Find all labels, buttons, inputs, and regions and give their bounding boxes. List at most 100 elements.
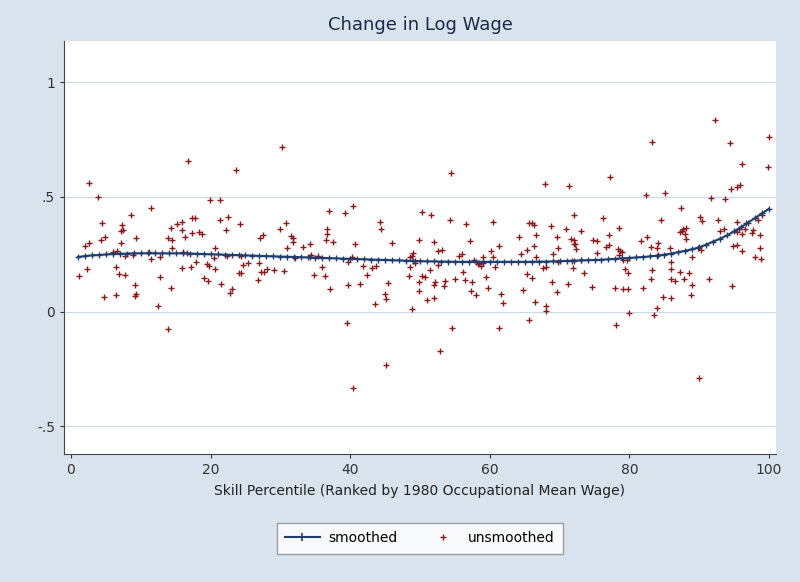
X-axis label: Skill Percentile (Ranked by 1980 Occupational Mean Wage): Skill Percentile (Ranked by 1980 Occupat… [214, 484, 626, 498]
unsmoothed [736, 159, 749, 169]
unsmoothed [725, 184, 738, 193]
unsmoothed [427, 237, 440, 247]
unsmoothed [459, 219, 472, 228]
unsmoothed [129, 291, 142, 300]
unsmoothed [175, 263, 188, 272]
unsmoothed [453, 251, 466, 261]
unsmoothed [458, 276, 471, 285]
unsmoothed [637, 283, 650, 293]
unsmoothed [236, 261, 249, 270]
unsmoothed [304, 252, 317, 261]
unsmoothed [734, 180, 746, 190]
unsmoothed [470, 291, 482, 300]
unsmoothed [647, 310, 660, 320]
unsmoothed [275, 142, 288, 151]
unsmoothed [610, 321, 622, 330]
unsmoothed [464, 237, 477, 246]
unsmoothed [195, 229, 208, 239]
unsmoothed [338, 209, 351, 218]
unsmoothed [342, 257, 354, 267]
unsmoothed [466, 278, 478, 287]
unsmoothed [321, 225, 334, 234]
unsmoothed [650, 243, 663, 253]
smoothed [736, 223, 746, 230]
unsmoothed [756, 211, 769, 220]
unsmoothed [739, 218, 752, 228]
unsmoothed [657, 292, 670, 301]
unsmoothed [316, 262, 329, 271]
unsmoothed [486, 253, 499, 262]
unsmoothed [278, 266, 290, 275]
unsmoothed [473, 258, 486, 268]
unsmoothed [645, 242, 658, 251]
unsmoothed [186, 229, 198, 238]
unsmoothed [234, 268, 247, 278]
unsmoothed [651, 250, 664, 260]
unsmoothed [379, 289, 392, 299]
unsmoothed [252, 258, 265, 268]
unsmoothed [320, 235, 333, 244]
smoothed [73, 254, 82, 261]
unsmoothed [599, 242, 612, 251]
unsmoothed [198, 274, 210, 283]
unsmoothed [230, 165, 242, 174]
unsmoothed [369, 299, 382, 308]
smoothed [234, 251, 243, 258]
unsmoothed [669, 276, 682, 285]
unsmoothed [590, 236, 603, 246]
unsmoothed [603, 172, 616, 182]
unsmoothed [357, 261, 370, 271]
unsmoothed [650, 303, 663, 313]
unsmoothed [179, 233, 192, 242]
unsmoothed [640, 190, 653, 200]
unsmoothed [680, 235, 693, 244]
unsmoothed [308, 271, 321, 280]
unsmoothed [613, 223, 626, 232]
smoothed [429, 258, 438, 265]
unsmoothed [305, 250, 318, 260]
unsmoothed [550, 287, 563, 296]
unsmoothed [523, 218, 536, 227]
unsmoothed [261, 265, 274, 274]
unsmoothed [424, 265, 437, 275]
unsmoothed [702, 274, 715, 283]
Legend: smoothed, unsmoothed: smoothed, unsmoothed [277, 523, 563, 553]
unsmoothed [537, 263, 550, 272]
unsmoothed [214, 215, 226, 225]
unsmoothed [202, 261, 215, 271]
unsmoothed [678, 229, 691, 239]
unsmoothed [540, 307, 553, 316]
unsmoothed [425, 210, 438, 219]
unsmoothed [176, 248, 189, 257]
unsmoothed [110, 290, 122, 299]
unsmoothed [78, 241, 91, 250]
unsmoothed [110, 262, 122, 271]
unsmoothed [477, 253, 490, 262]
unsmoothed [129, 281, 142, 290]
unsmoothed [482, 283, 494, 292]
unsmoothed [448, 274, 461, 283]
unsmoothed [114, 239, 127, 248]
unsmoothed [673, 267, 686, 276]
smoothed [450, 258, 460, 265]
unsmoothed [289, 253, 302, 262]
unsmoothed [563, 182, 576, 191]
unsmoothed [375, 225, 388, 234]
unsmoothed [709, 115, 722, 125]
unsmoothed [529, 297, 542, 306]
unsmoothed [613, 250, 626, 260]
unsmoothed [762, 162, 774, 172]
unsmoothed [406, 251, 418, 261]
unsmoothed [190, 258, 202, 267]
unsmoothed [512, 232, 525, 241]
unsmoothed [214, 279, 227, 288]
unsmoothed [472, 260, 485, 269]
unsmoothed [97, 293, 110, 302]
unsmoothed [692, 374, 705, 383]
unsmoothed [474, 262, 487, 271]
unsmoothed [285, 231, 298, 240]
unsmoothed [118, 251, 131, 260]
Line: smoothed: smoothed [75, 206, 772, 265]
unsmoothed [552, 257, 565, 267]
unsmoothed [202, 276, 214, 285]
